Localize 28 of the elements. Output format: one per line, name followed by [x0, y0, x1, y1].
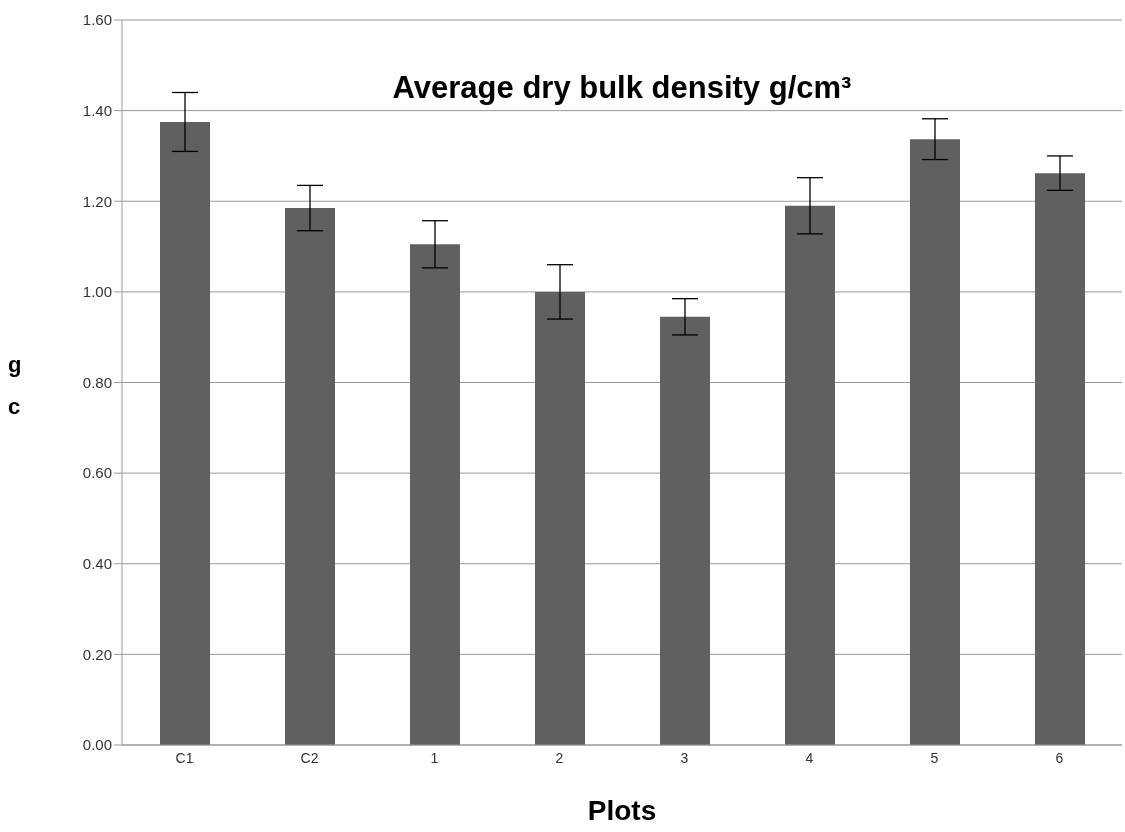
y-tick-label: 0.40 — [82, 555, 112, 573]
x-tick-label: 3 — [680, 749, 689, 766]
y-tick-label: 1.40 — [82, 101, 112, 119]
bar — [785, 205, 835, 745]
y-tick-label: 0.20 — [82, 645, 112, 663]
x-tick-label: 2 — [555, 749, 564, 766]
text: Average dry bulk density g/cm³ — [391, 70, 853, 106]
x-axis-title: Plots — [586, 795, 658, 827]
y-tick-label: 0.80 — [82, 373, 112, 391]
x-tick-label: 4 — [805, 749, 814, 766]
bar — [535, 291, 585, 745]
bar — [285, 208, 335, 745]
bar — [1035, 173, 1085, 745]
y-axis-title: g c — [8, 352, 22, 420]
y-tick-label: 1.00 — [82, 283, 112, 301]
bar — [160, 121, 210, 745]
bar — [660, 316, 710, 745]
x-tick-label: 1 — [430, 749, 439, 766]
x-tick-label: C2 — [300, 749, 319, 766]
y-tick-label: 1.20 — [82, 192, 112, 210]
x-tick-label: 5 — [930, 749, 939, 766]
bar — [410, 244, 460, 745]
x-tick-label: C1 — [175, 749, 194, 766]
y-tick-label: 0.00 — [82, 736, 112, 754]
x-tick-label: 6 — [1055, 749, 1064, 766]
y-tick-label: 1.60 — [82, 11, 112, 29]
y-tick-label: 0.60 — [82, 464, 112, 482]
bar — [910, 139, 960, 745]
